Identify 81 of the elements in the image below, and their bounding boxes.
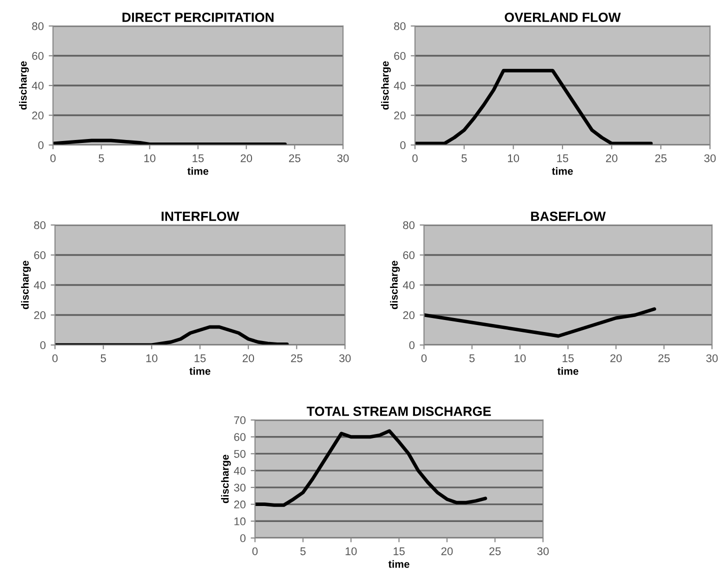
- x-tick-label: 5: [300, 547, 306, 556]
- y-tick-label: 60: [34, 251, 46, 260]
- line-series: [55, 325, 289, 345]
- y-tick-label: 80: [403, 221, 415, 230]
- y-tick-label: 20: [32, 112, 44, 120]
- y-tick-label: 20: [403, 311, 415, 320]
- y-axis-title: discharge: [221, 454, 231, 504]
- y-tick-label: 40: [32, 82, 44, 90]
- x-tick-label: 25: [655, 154, 667, 162]
- y-tick-label: 0: [409, 341, 415, 350]
- x-tick-label: 5: [100, 354, 106, 362]
- x-tick-label: 5: [469, 354, 475, 362]
- x-tick-label: 30: [706, 354, 718, 362]
- y-tick-label: 40: [402, 281, 415, 290]
- y-tick-label: 80: [34, 221, 46, 230]
- line-series: [424, 307, 656, 338]
- y-tick-label: 0: [38, 141, 44, 150]
- y-tick-label: 80: [32, 22, 44, 30]
- x-tick-label: 0: [50, 154, 56, 162]
- x-tick-label: 10: [514, 354, 526, 362]
- chart-title: DIRECT PERCIPITATION: [122, 12, 274, 22]
- y-tick-label: 20: [394, 112, 406, 120]
- x-tick-label: 20: [606, 154, 618, 162]
- y-tick-label: 0: [240, 534, 246, 542]
- y-tick-label: 40: [34, 281, 46, 290]
- y-tick-label: 80: [394, 22, 406, 30]
- y-tick-label: 0: [400, 141, 406, 150]
- chart-title: TOTAL STREAM DISCHARGE: [306, 406, 491, 416]
- x-tick-label: 15: [562, 354, 574, 362]
- y-tick-label: 50: [234, 450, 246, 458]
- y-tick-label: 30: [234, 484, 246, 492]
- y-tick-label: 40: [234, 466, 246, 475]
- x-tick-label: 20: [441, 547, 453, 556]
- x-tick-label: 25: [489, 547, 501, 556]
- y-tick-label: 20: [34, 311, 46, 320]
- y-axis-title: discharge: [381, 61, 391, 110]
- y-tick-label: 70: [234, 416, 246, 424]
- line-series: [415, 68, 653, 145]
- x-tick-label: 30: [704, 154, 716, 162]
- y-axis-title: discharge: [21, 260, 31, 310]
- x-tick-label: 0: [52, 354, 58, 362]
- x-tick-label: 30: [339, 354, 351, 362]
- y-axis-title: discharge: [19, 61, 29, 110]
- x-axis-title: time: [388, 560, 410, 568]
- x-axis-title: time: [557, 367, 578, 375]
- x-tick-label: 10: [508, 154, 520, 162]
- x-tick-label: 0: [421, 354, 427, 362]
- x-tick-label: 10: [346, 547, 357, 556]
- x-tick-label: 25: [658, 354, 670, 362]
- x-tick-label: 25: [291, 354, 302, 362]
- x-tick-label: 15: [194, 354, 206, 362]
- x-tick-label: 15: [394, 547, 405, 556]
- x-tick-label: 30: [337, 154, 349, 162]
- x-tick-label: 15: [557, 154, 568, 162]
- x-axis-title: time: [187, 167, 208, 175]
- chart-title: INTERFLOW: [162, 212, 240, 221]
- x-tick-label: 0: [252, 547, 258, 556]
- chart-title: BASEFLOW: [531, 212, 606, 221]
- x-tick-label: 5: [98, 154, 104, 162]
- y-tick-label: 60: [394, 52, 406, 60]
- x-axis-title: time: [189, 367, 210, 375]
- y-tick-label: 20: [234, 500, 246, 508]
- y-tick-label: 60: [234, 433, 246, 441]
- x-tick-label: 5: [462, 154, 467, 162]
- x-tick-label: 10: [146, 354, 158, 362]
- x-tick-label: 15: [192, 154, 204, 162]
- x-tick-label: 20: [240, 154, 252, 162]
- x-tick-label: 20: [242, 354, 254, 362]
- chart-title: OVERLAND FLOW: [504, 12, 621, 22]
- y-tick-label: 0: [40, 341, 46, 350]
- x-axis-title: time: [552, 167, 573, 175]
- y-tick-label: 10: [234, 517, 246, 526]
- y-tick-label: 60: [32, 52, 44, 60]
- x-tick-label: 25: [289, 154, 300, 162]
- y-axis-title: discharge: [390, 260, 400, 310]
- x-tick-label: 30: [537, 547, 549, 556]
- line-series: [255, 429, 488, 507]
- y-tick-label: 60: [403, 251, 415, 260]
- x-tick-label: 20: [610, 354, 622, 362]
- x-tick-label: 10: [144, 154, 156, 162]
- y-tick-label: 40: [394, 82, 406, 90]
